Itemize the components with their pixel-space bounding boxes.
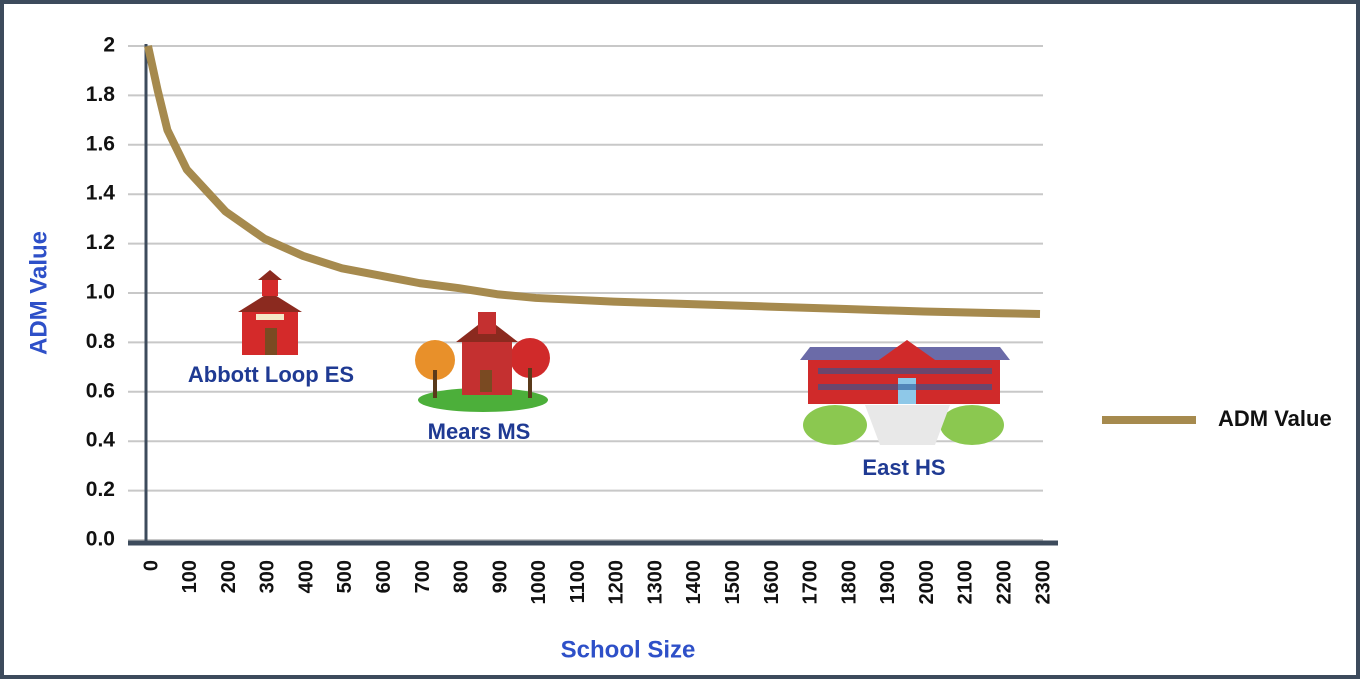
annotation: Abbott Loop ES [188,362,354,387]
x-tick-label: 1700 [800,560,822,605]
x-tick-label: 0 [140,560,162,571]
x-tick-label: 1500 [722,560,744,605]
x-tick-label: 1900 [877,560,899,605]
y-tick-label: 0.2 [86,478,115,501]
annotation: Mears MS [428,419,531,444]
legend-label: ADM Value [1218,406,1332,431]
y-tick-label: 0.6 [86,379,115,402]
x-tick-label: 400 [295,560,317,593]
x-tick-label: 1300 [644,560,666,605]
x-tick-label: 2100 [955,560,977,605]
y-tick-label: 0.4 [86,429,116,452]
y-tick-label: 1.8 [86,83,116,106]
y-axis-title: ADM Value [25,231,52,355]
y-tick-label: 1.4 [86,182,116,205]
x-tick-label: 2300 [1032,560,1054,605]
x-tick-label: 300 [257,560,279,593]
x-tick-label: 1800 [838,560,860,605]
y-tick-label: 0.0 [86,528,115,551]
y-tick-label: 1.2 [86,231,115,254]
school-icon [800,340,1010,445]
x-tick-label: 1400 [683,560,705,605]
x-tick-label: 2200 [993,560,1015,605]
x-tick-label: 700 [412,560,434,593]
x-tick-label: 2000 [916,560,938,605]
x-tick-label: 900 [489,560,511,593]
x-tick-label: 600 [373,560,395,593]
y-tick-label: 1.6 [86,132,115,155]
x-tick-label: 1600 [761,560,783,605]
x-tick-label: 1200 [606,560,628,605]
x-tick-label: 1100 [567,560,589,603]
x-tick-label: 200 [218,560,240,593]
x-tick-label: 500 [334,560,356,593]
x-tick-label: 100 [179,560,201,593]
y-tick-label: 2 [103,34,115,57]
y-tick-label: 0.8 [86,330,116,353]
annotation: East HS [862,455,945,480]
school-icon [238,270,302,355]
y-tick-label: 1.0 [86,281,115,304]
school-icon [415,312,550,412]
x-tick-label: 800 [451,560,473,593]
data-line [144,45,1041,318]
x-axis-title: School Size [561,636,696,663]
x-tick-label: 1000 [528,560,550,605]
